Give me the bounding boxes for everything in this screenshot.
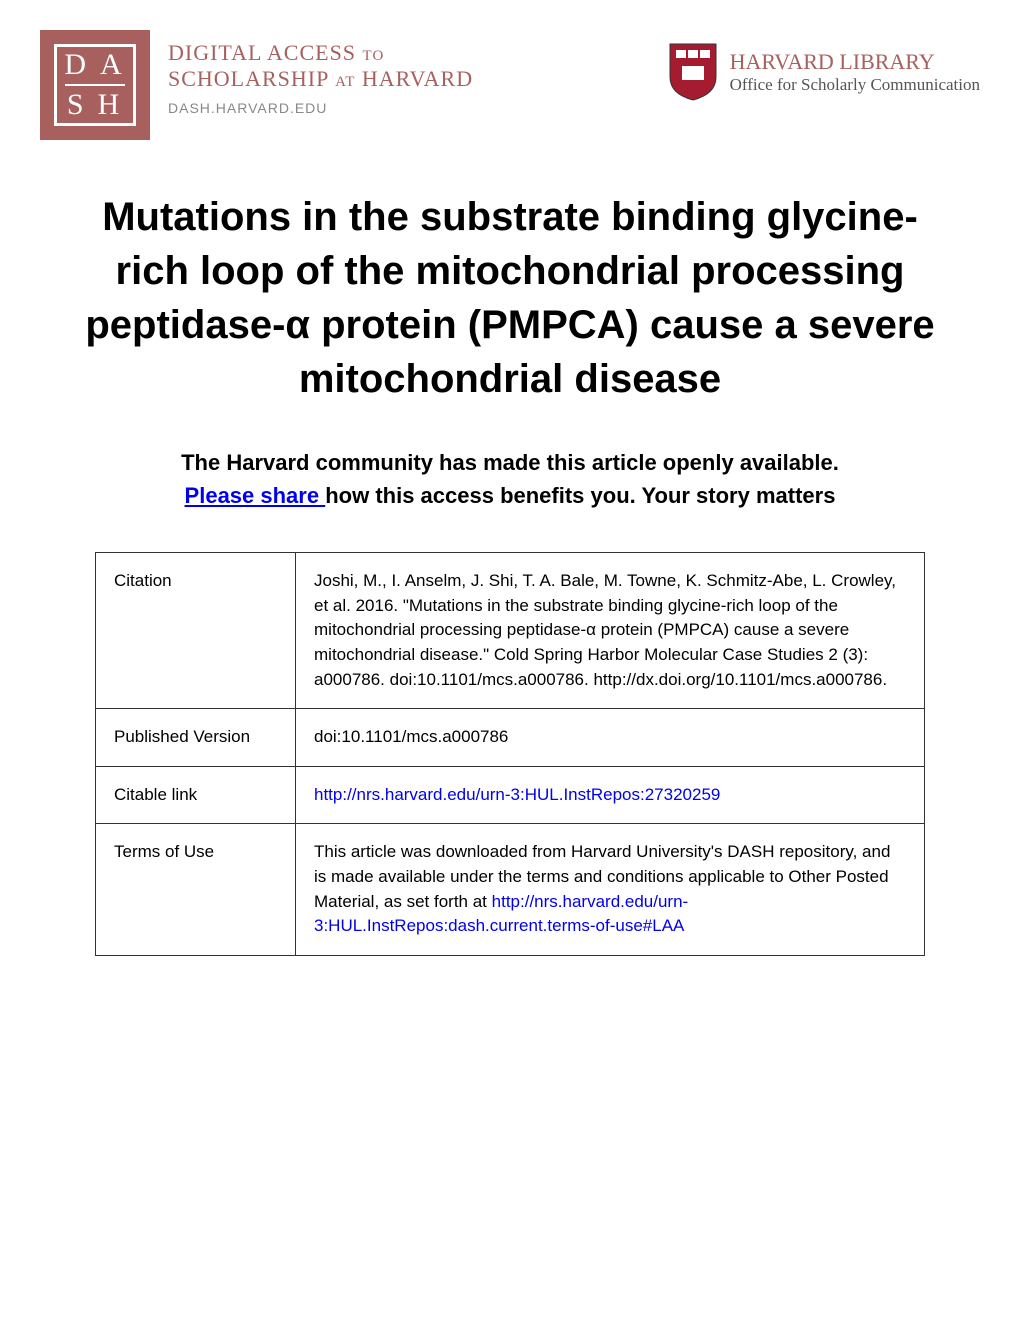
dash-logo-letters: DA SH <box>54 44 136 126</box>
dash-letter-a: A <box>100 50 126 80</box>
citation-value: Joshi, M., I. Anselm, J. Shi, T. A. Bale… <box>296 553 925 709</box>
dash-t1b: TO <box>363 48 385 64</box>
citable-link-label: Citable link <box>96 766 296 824</box>
table-row: Citation Joshi, M., I. Anselm, J. Shi, T… <box>96 553 925 709</box>
table-row: Published Version doi:10.1101/mcs.a00078… <box>96 709 925 767</box>
harvard-library-title: HARVARD LIBRARY <box>730 49 980 75</box>
subtitle-part1: The Harvard community has made this arti… <box>181 450 839 475</box>
published-version-value: doi:10.1101/mcs.a000786 <box>296 709 925 767</box>
citation-label: Citation <box>96 553 296 709</box>
article-title: Mutations in the substrate binding glyci… <box>70 190 950 406</box>
dash-logo-divider <box>65 84 125 86</box>
table-row: Terms of Use This article was downloaded… <box>96 824 925 956</box>
dash-title-line2: SCHOLARSHIP AT HARVARD <box>168 66 473 92</box>
dash-title-text: DIGITAL ACCESS TO SCHOLARSHIP AT HARVARD… <box>168 30 473 116</box>
dash-url: DASH.HARVARD.EDU <box>168 100 473 116</box>
dash-t2a: SCHOLARSHIP <box>168 66 329 91</box>
dash-branding: DA SH DIGITAL ACCESS TO SCHOLARSHIP AT H… <box>40 30 473 140</box>
subtitle-part2: how this access benefits you. Your story… <box>325 483 835 508</box>
terms-of-use-cell: This article was downloaded from Harvard… <box>296 824 925 956</box>
dash-letter-s: S <box>67 90 88 120</box>
dash-t2c: HARVARD <box>362 66 473 91</box>
citable-link[interactable]: http://nrs.harvard.edu/urn-3:HUL.InstRep… <box>314 785 720 804</box>
dash-logo: DA SH <box>40 30 150 140</box>
please-share-link[interactable]: Please share <box>185 483 326 508</box>
published-version-label: Published Version <box>96 709 296 767</box>
citable-link-cell: http://nrs.harvard.edu/urn-3:HUL.InstRep… <box>296 766 925 824</box>
open-access-statement: The Harvard community has made this arti… <box>160 446 860 512</box>
harvard-library-branding: HARVARD LIBRARY Office for Scholarly Com… <box>668 30 980 102</box>
table-row: Citable link http://nrs.harvard.edu/urn-… <box>96 766 925 824</box>
dash-letter-d: D <box>64 50 90 80</box>
harvard-library-text: HARVARD LIBRARY Office for Scholarly Com… <box>730 49 980 95</box>
dash-letter-h: H <box>98 90 124 120</box>
metadata-table: Citation Joshi, M., I. Anselm, J. Shi, T… <box>95 552 925 956</box>
harvard-shield-icon <box>668 42 718 102</box>
terms-of-use-label: Terms of Use <box>96 824 296 956</box>
dash-t1a: DIGITAL ACCESS <box>168 40 356 65</box>
page-header: DA SH DIGITAL ACCESS TO SCHOLARSHIP AT H… <box>40 30 980 140</box>
dash-t2b: AT <box>335 74 355 90</box>
dash-title-line1: DIGITAL ACCESS TO <box>168 40 473 66</box>
harvard-library-subtitle: Office for Scholarly Communication <box>730 75 980 95</box>
